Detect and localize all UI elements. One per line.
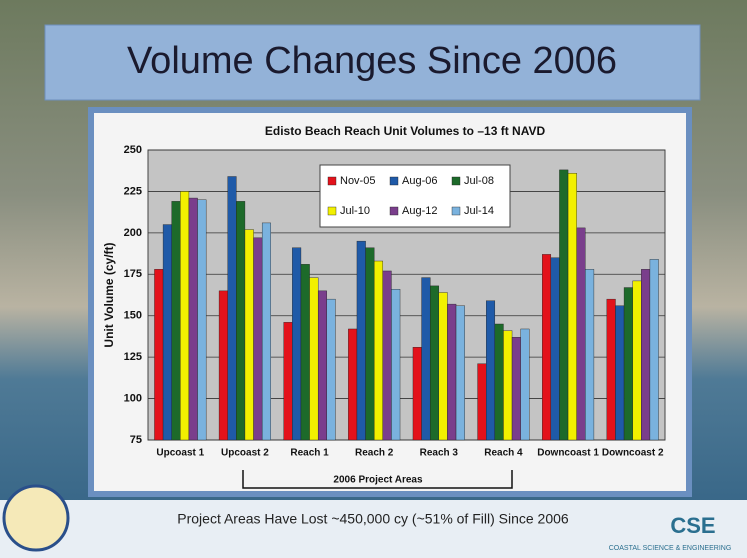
bar <box>486 300 496 441</box>
bar <box>567 172 577 441</box>
bar <box>253 237 263 441</box>
bar <box>382 270 392 441</box>
bar <box>649 259 659 441</box>
bar <box>438 292 448 441</box>
company-name: COASTAL SCIENCE & ENGINEERING <box>609 545 732 552</box>
bracket <box>242 470 513 489</box>
x-tick-label: Reach 3 <box>420 448 459 459</box>
bar <box>292 247 302 441</box>
bar <box>309 277 319 441</box>
bar <box>261 222 271 441</box>
bar <box>236 201 246 441</box>
bar <box>162 224 172 441</box>
legend-label: Jul-10 <box>340 205 370 217</box>
bar <box>365 247 375 441</box>
bar <box>447 303 457 441</box>
legend-swatch <box>451 176 461 186</box>
legend-swatch <box>327 176 337 186</box>
town-logo <box>2 484 70 552</box>
bar <box>585 269 595 441</box>
bar <box>300 264 310 441</box>
legend-swatch <box>327 206 337 216</box>
bar <box>348 328 358 441</box>
x-tick-label: Upcoast 2 <box>221 448 269 459</box>
bar <box>356 240 366 441</box>
x-tick-label: Reach 2 <box>355 448 394 459</box>
bar <box>632 280 642 441</box>
bar <box>412 347 422 441</box>
footer-band <box>0 500 747 558</box>
bar <box>391 289 401 441</box>
bar <box>623 287 633 441</box>
bar <box>154 269 164 441</box>
bar <box>197 199 207 441</box>
bar <box>550 257 560 441</box>
y-tick-label: 250 <box>124 144 142 156</box>
bar <box>326 298 336 441</box>
bar <box>283 322 293 441</box>
bar <box>477 363 487 441</box>
bar <box>641 269 651 441</box>
legend-label: Jul-14 <box>464 205 494 217</box>
y-tick-label: 225 <box>124 185 142 197</box>
chart-title: Edisto Beach Reach Unit Volumes to –13 f… <box>265 124 546 138</box>
bar <box>503 330 513 441</box>
legend-label: Aug-06 <box>402 175 437 187</box>
y-tick-label: 200 <box>124 227 142 239</box>
legend-label: Nov-05 <box>340 175 375 187</box>
bar <box>494 323 504 441</box>
x-tick-label: Downcoast 2 <box>602 448 664 459</box>
y-axis-label: Unit Volume (cy/ft) <box>102 242 116 347</box>
bar <box>542 254 552 441</box>
x-tick-label: Upcoast 1 <box>156 448 204 459</box>
y-tick-label: 100 <box>124 392 142 404</box>
company-logo: CSE <box>670 513 715 538</box>
x-tick-label: Reach 4 <box>484 448 523 459</box>
bar <box>244 229 254 441</box>
y-tick-label: 75 <box>130 434 142 446</box>
y-tick-label: 150 <box>124 310 142 322</box>
bar <box>615 305 625 441</box>
bar <box>317 290 327 441</box>
bar <box>455 305 465 441</box>
x-tick-label: Downcoast 1 <box>537 448 599 459</box>
title-box <box>44 24 701 101</box>
annotation: 2006 Project Areas <box>333 475 423 486</box>
bar <box>520 328 530 441</box>
bar <box>576 227 586 441</box>
legend-swatch <box>389 206 399 216</box>
y-tick-label: 125 <box>124 351 142 363</box>
bar <box>180 191 190 441</box>
bar <box>218 290 228 441</box>
caption: Project Areas Have Lost ~450,000 cy (~51… <box>177 511 569 527</box>
bar <box>559 169 569 441</box>
legend-label: Aug-12 <box>402 205 437 217</box>
legend-swatch <box>451 206 461 216</box>
legend-swatch <box>389 176 399 186</box>
legend-label: Jul-08 <box>464 175 494 187</box>
y-tick-label: 175 <box>124 268 142 280</box>
bar <box>421 277 431 441</box>
bar <box>373 260 384 441</box>
slide-title: Volume Changes Since 2006 <box>127 40 617 82</box>
bar <box>188 197 198 441</box>
bar <box>227 176 237 441</box>
bar <box>429 285 440 441</box>
legend-box <box>319 164 511 228</box>
bar <box>606 298 616 441</box>
x-tick-label: Reach 1 <box>290 448 329 459</box>
bar <box>171 201 181 441</box>
bar <box>511 337 521 441</box>
